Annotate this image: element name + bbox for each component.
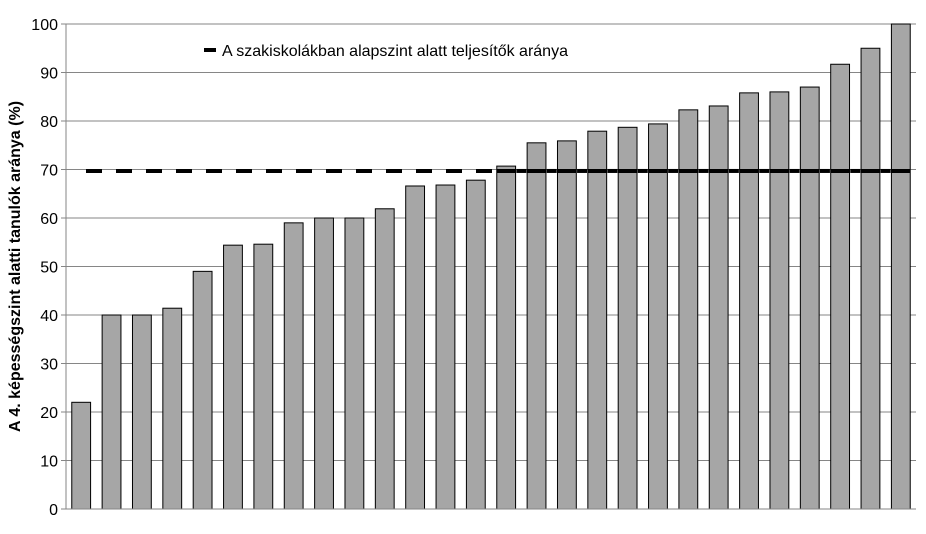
bar [435,184,456,510]
y-tick-label: 70 [40,163,58,180]
bar [101,314,122,510]
y-tick-label: 80 [40,114,58,131]
bar [708,105,729,510]
bar [769,91,790,510]
y-tick-label: 50 [40,260,58,277]
y-tick-label: 100 [31,17,58,34]
y-tick-label: 40 [40,308,58,325]
bar [405,185,426,510]
y-axis-label: A 4. képességszint alatti tanulók aránya… [7,101,24,432]
bar [253,243,274,510]
bar [162,307,183,510]
bar [556,140,577,510]
bar [496,165,517,510]
bar [830,63,851,510]
bar [131,314,152,510]
legend-label: A szakiskolákban alapszint alatt teljesí… [222,43,568,60]
y-tick-label: 90 [40,66,58,83]
bar [283,222,304,510]
bar [648,123,668,510]
y-axis-ticks: 0 10 20 30 40 50 60 70 80 90 100 [31,17,66,519]
y-tick-label: 30 [40,357,58,374]
legend: A szakiskolákban alapszint alatt teljesí… [204,43,568,60]
bar [799,86,820,510]
bar [890,23,911,510]
bar [587,130,608,510]
bar [526,142,547,510]
bars [71,23,911,510]
bar [344,217,365,510]
bar [374,208,395,510]
bar [71,401,92,510]
bar [223,244,243,510]
y-tick-label: 60 [40,211,58,228]
y-tick-label: 0 [49,502,58,519]
y-tick-label: 10 [40,454,58,471]
bar [617,126,638,510]
bar [860,47,881,510]
bar [314,217,334,510]
bar [192,270,213,510]
bar [465,179,486,510]
y-tick-label: 20 [40,405,58,422]
bar [739,92,759,510]
